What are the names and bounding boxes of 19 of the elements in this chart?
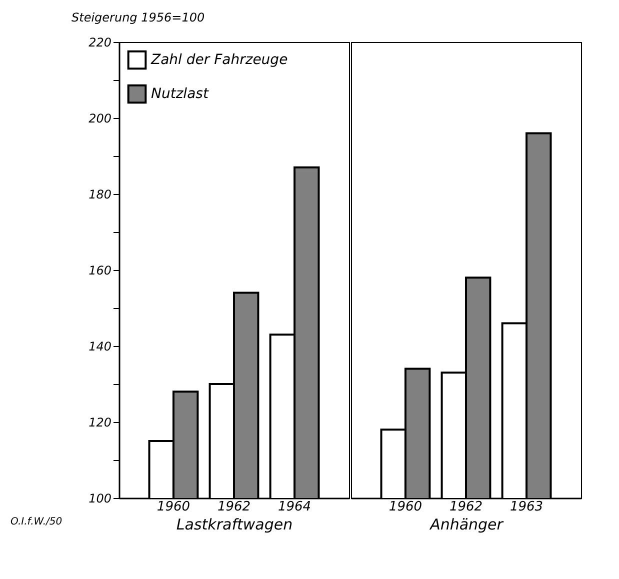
text: O.I.f.W./50 <box>10 516 62 528</box>
y-axis-title: Steigerung 1956=100 <box>72 10 205 24</box>
y-tick-label: 200 <box>88 112 112 126</box>
y-tick-label: 120 <box>88 416 112 430</box>
y-tick-label: 160 <box>88 264 112 278</box>
y-tick-label: 220 <box>88 36 112 50</box>
x-tick-label: 1963 <box>510 500 544 514</box>
x-tick-label: 1962 <box>449 500 483 514</box>
y-tick-label: 140 <box>88 340 112 354</box>
legend-label: Nutzlast <box>151 86 209 102</box>
x-tick-label: 1962 <box>217 500 251 514</box>
x-tick-label: 1960 <box>156 500 190 514</box>
legend-label: Zahl der Fahrzeuge <box>150 52 288 68</box>
x-axis-title: Lastkraftwagen <box>176 516 293 534</box>
y-tick-label: 180 <box>88 188 112 202</box>
x-tick-label: 1964 <box>278 500 312 514</box>
x-tick-label: 1960 <box>388 500 422 514</box>
y-tick-label: 100 <box>88 492 112 506</box>
x-axis-title: Anhänger <box>429 516 504 534</box>
